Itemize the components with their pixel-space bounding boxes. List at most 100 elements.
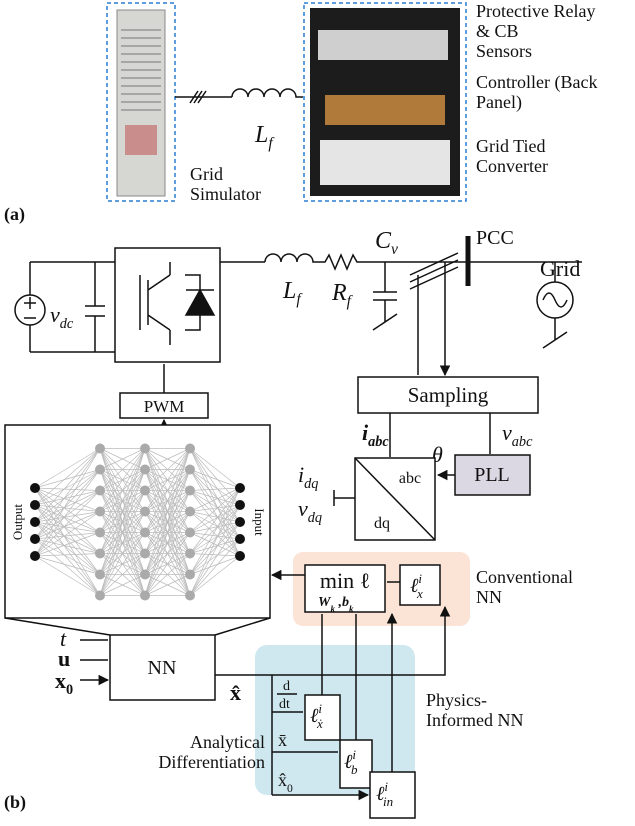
symbol-part: f [296,291,303,308]
grid-label: Grid [540,256,580,281]
ddt-num: d [283,679,290,694]
symbol-part: x [416,586,423,601]
converter-label: & CB [476,21,519,41]
net-node [30,551,40,561]
net-node [95,570,105,580]
controller-photo [325,95,445,125]
min-label: min ℓ [320,568,370,593]
net-node [30,517,40,527]
symbol-part: v [502,420,512,445]
neural-network: Output Input [5,425,270,635]
dq-label: dq [374,515,390,532]
net-node [95,528,105,538]
symbol-part: L [282,278,296,304]
line-filter [265,254,582,269]
conventional-label: Conventional [476,567,573,587]
net-node [95,444,105,454]
converter-label: Sensors [476,41,532,61]
net-node [235,534,245,544]
net-node [140,549,150,559]
symbol-part: dq [304,476,318,492]
net-node [185,549,195,559]
converter-label: Protective Relay [476,1,595,21]
ddt-den: dt [279,697,290,712]
net-node [235,517,245,527]
loss-x-label: ℓix [410,571,423,601]
net-node [235,551,245,561]
net-node [95,591,105,601]
net-node [95,465,105,475]
net-node [235,483,245,493]
symbol-part: f [268,135,275,152]
net-node [30,483,40,493]
symbol-part: i [352,747,356,762]
symbol-part: dq [308,510,322,526]
net-node [185,570,195,580]
symbol-part: b [351,762,358,777]
symbol-part: i [318,701,322,716]
filter-label: Lf [254,122,275,152]
symbol-part: i [418,571,422,586]
vabc-label: vabc [502,420,533,450]
symbol-part: abc [512,434,533,450]
symbol-part: k [349,604,354,614]
iabc-label: iabc [362,420,389,450]
loss-b-label: ℓib [344,747,358,777]
vdq-label: vdq [298,496,322,526]
capacitor-label: Cv [375,228,398,258]
net-node [185,465,195,475]
symbol-part: x̂ [278,770,287,790]
net-node [140,444,150,454]
simulator-panel [125,125,157,155]
symbol-part: 0 [287,782,293,795]
relay-photo [318,30,448,60]
converter-label: Controller (Back [476,72,597,93]
resistor-label: Rf [331,280,354,310]
physics-label: Informed NN [426,710,523,730]
net-node [235,500,245,510]
symbol-part: x [55,668,66,693]
symbol-part: in [383,794,393,809]
input-label: Input [252,508,267,536]
output-label: Output [10,504,25,541]
input-x0: x0 [55,668,73,698]
converter-label: Converter [476,156,548,176]
net-node [140,570,150,580]
abc-label: abc [399,470,421,487]
net-node [140,465,150,475]
net-node [30,534,40,544]
sampling-label: Sampling [408,383,489,407]
converter-unit-photo [320,140,450,185]
net-node [185,444,195,454]
simulator-label: Grid [190,164,223,184]
converter-label: Panel) [476,92,522,113]
symbol-part: abc [368,434,389,450]
nn-label: NN [148,657,177,679]
panel-label: (a) [4,204,25,225]
net-node [140,591,150,601]
symbol-part: L [254,122,268,148]
pll-label: PLL [474,464,510,486]
inductor-label: Lf [282,278,303,308]
xbar-label: x̄ [278,730,287,750]
vdc-label: vdc [50,302,74,332]
symbol-part: b [342,595,349,610]
idq-label: idq [298,462,318,492]
figure: Lf Grid Simulator Protective Relay & CB … [0,0,635,826]
symbol-part: f [347,293,354,310]
symbol-part: , [335,595,342,610]
net-node [185,528,195,538]
conventional-label: NN [476,587,502,607]
symbol-part: v [298,496,308,521]
symbol-part: ẋ [316,716,323,731]
analytical-label: Differentiation [158,752,265,772]
net-node [185,486,195,496]
net-node [95,549,105,559]
symbol-part: R [331,280,347,306]
net-node [140,507,150,517]
xhat-label: x̂ [230,680,241,705]
symbol-part: v [391,241,398,258]
net-node [140,486,150,496]
dc-capacitor [85,306,105,316]
